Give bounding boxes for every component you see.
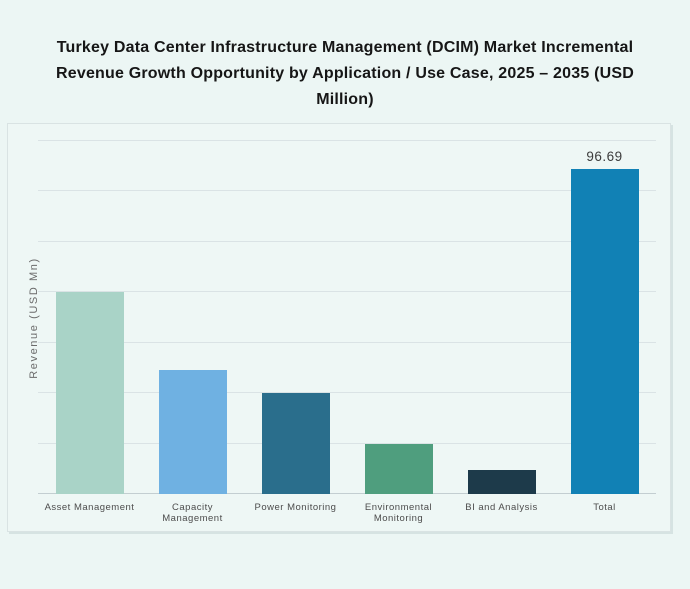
x-tick-label-total: Total [593,502,616,513]
bar-bi-and-analysis [467,470,536,494]
x-tick-label-asset-management: Asset Management [44,502,135,513]
x-tick-label-bi-and-analysis: BI and Analysis [465,502,538,513]
bar-slot-capacity-management: Capacity Management [141,141,244,524]
bar-value-label-total: 96.69 [586,148,623,164]
gridline [38,341,656,343]
gridline [38,442,656,444]
x-tick-label-capacity-management: Capacity Management [162,502,223,524]
bar-slot-environmental-monitoring: Environmental Monitoring [347,141,450,524]
bar-capacity-management [158,369,227,494]
chart-panel: Revenue (USD Mn) Asset Management Capacit… [7,123,671,532]
gridline [38,140,656,141]
chart-title-line-1: Turkey Data Center Infrastructure Manage… [56,39,634,56]
gridline [38,291,656,293]
gridline [38,392,656,394]
x-axis-baseline [38,493,656,494]
x-tick-label-environmental-monitoring: Environmental Monitoring [364,502,433,524]
chart-title: Turkey Data Center Infrastructure Manage… [0,35,690,113]
bar-asset-management [55,292,124,494]
bar-total [570,168,639,494]
bar-slot-power-monitoring: Power Monitoring [244,141,347,513]
gridline [38,240,656,242]
bar-environmental-monitoring [364,443,433,494]
chart-title-line-3: Million) [316,91,374,108]
bar-slot-asset-management: Asset Management [38,141,141,513]
x-tick-label-power-monitoring: Power Monitoring [254,502,337,513]
bar-slot-bi-and-analysis: BI and Analysis [450,141,553,513]
plot-area: Asset Management Capacity Management Power… [38,140,656,524]
bar-power-monitoring [261,393,330,494]
bar-slot-total: 96.69 Total [553,141,656,513]
gridline [38,190,656,192]
chart-title-line-2: Revenue Growth Opportunity by Applicatio… [56,65,634,82]
